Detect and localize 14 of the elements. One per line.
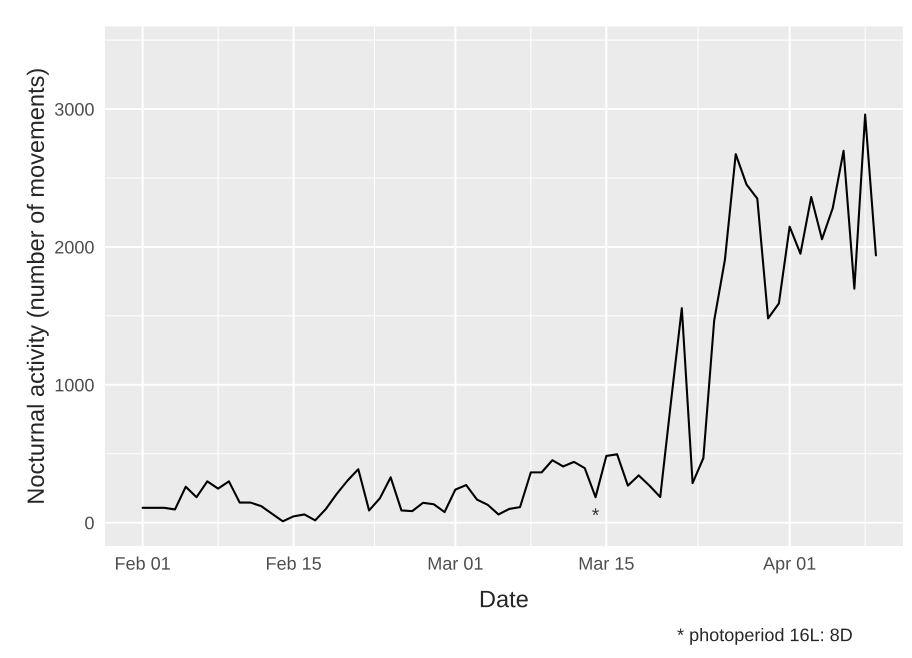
- y-tick-label: 0: [85, 516, 94, 530]
- text: * photoperiod 16L: 8D: [677, 628, 852, 645]
- x-tick-label: Feb 15: [266, 556, 321, 570]
- y-tick-label: 3000: [54, 102, 94, 116]
- y-tick-label: 1000: [56, 378, 94, 392]
- x-tick-label: Mar 15: [580, 557, 634, 570]
- line-series: [142, 114, 877, 522]
- x-axis-title: Date: [480, 590, 528, 608]
- x-tick-label: Apr 01: [763, 557, 816, 574]
- annotation: *: [592, 508, 600, 516]
- x-tick-label: Mar 01: [428, 557, 483, 570]
- y-axis-title: Nocturnal activity (number of movements): [26, 69, 49, 503]
- x-tick-label: Feb 01: [116, 556, 170, 570]
- y-tick-label: 2000: [55, 240, 94, 254]
